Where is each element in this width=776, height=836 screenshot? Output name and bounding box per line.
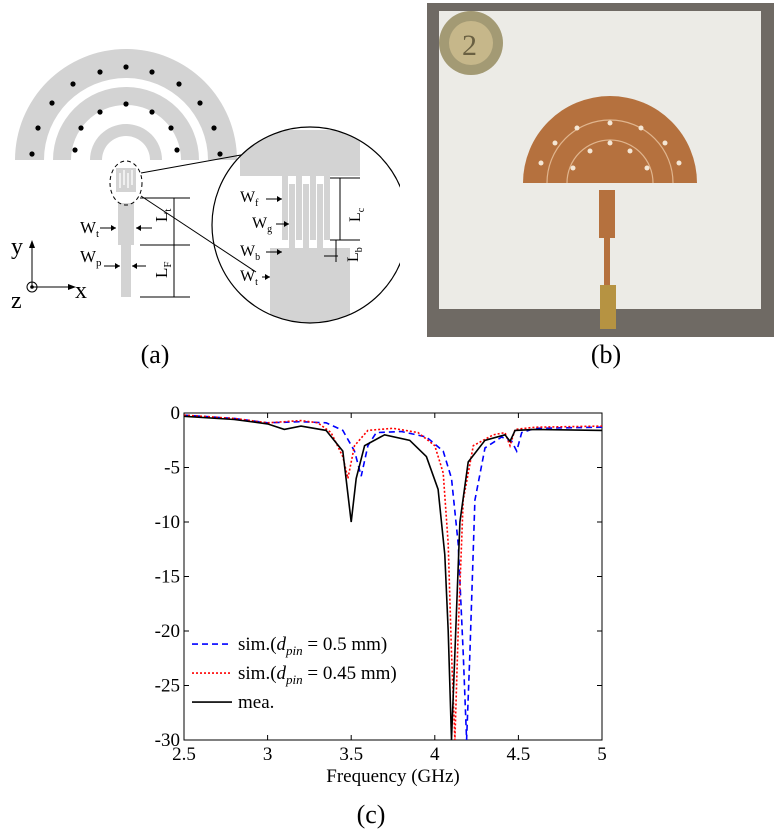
- lt-label: Lt: [152, 209, 174, 222]
- y-tick-label: -25: [155, 676, 180, 697]
- shorting-pins: [29, 64, 223, 157]
- antenna-layout-figure: Wt Wp Lt LF y z x Wf Wg Wb Wt Lc: [11, 49, 400, 324]
- series-line: [184, 414, 602, 740]
- x-tick-label: 4.5: [507, 744, 531, 765]
- x-axis-title: Frequency (GHz): [326, 766, 459, 787]
- y-tick-label: -10: [155, 512, 180, 533]
- coordinate-axes: [26, 244, 72, 293]
- outer-half-ring: [15, 49, 237, 160]
- caption-c: (c): [356, 800, 386, 829]
- x-tick-label: 4: [430, 744, 440, 765]
- caption-b: (b): [590, 340, 622, 369]
- photo-pins: [538, 120, 682, 171]
- copper-feed: [604, 238, 610, 288]
- feed-line: [121, 245, 131, 297]
- z-axis-label: z: [11, 288, 22, 314]
- y-axis-label: y: [11, 234, 23, 260]
- y-tick-label: -20: [155, 621, 180, 642]
- wt-label: Wt: [80, 218, 99, 240]
- y-tick-label: 0: [171, 403, 181, 424]
- legend-entry: sim.(dpin = 0.45 mm): [238, 663, 397, 687]
- zoom-wt-label: Wt: [240, 268, 258, 288]
- plot-frame: [183, 412, 603, 741]
- zoom-marker: [109, 160, 143, 206]
- transformer-section: [118, 203, 134, 245]
- zoom-lc-label: Lc: [347, 207, 367, 222]
- y-tick-label: -15: [155, 567, 180, 588]
- legend-entry: mea.: [238, 692, 274, 713]
- inner-half-ring: [90, 124, 162, 160]
- legend-entry: sim.(dpin = 0.5 mm): [238, 634, 387, 658]
- zoom-lb-label: Lb: [345, 247, 365, 262]
- x-axis-label: x: [75, 278, 87, 304]
- interdigital-section: [116, 168, 136, 192]
- zoom-wg-label: Wg: [252, 215, 272, 235]
- y-tick-label: -5: [164, 458, 180, 479]
- zoom-wb-label: Wb: [240, 243, 260, 263]
- copper-transformer: [599, 190, 615, 238]
- x-tick-label: 2.5: [172, 744, 196, 765]
- zoom-wf-label: Wf: [240, 189, 259, 209]
- sma-connector: [600, 285, 616, 329]
- zoom-detail: [240, 130, 360, 323]
- s11-chart: 2.5 3 3.5 4 4.5 5 0 -5 -10 -15 -20 -25 -30 Frequency …: [155, 403, 607, 787]
- wp-label: Wp: [80, 247, 102, 269]
- series-line: [184, 415, 602, 740]
- x-tick-label: 3: [263, 744, 273, 765]
- coin-text: 2: [462, 29, 477, 62]
- zoom-circle: [211, 126, 400, 324]
- lf-label: LF: [152, 261, 174, 278]
- middle-half-ring: [53, 87, 199, 160]
- interdigital-fingers: [119, 170, 133, 188]
- x-tick-label: 5: [597, 744, 607, 765]
- antenna-photo: 2: [427, 3, 774, 337]
- caption-a: (a): [140, 340, 170, 369]
- y-tick-label: -30: [155, 730, 180, 751]
- x-tick-label: 3.5: [339, 744, 363, 765]
